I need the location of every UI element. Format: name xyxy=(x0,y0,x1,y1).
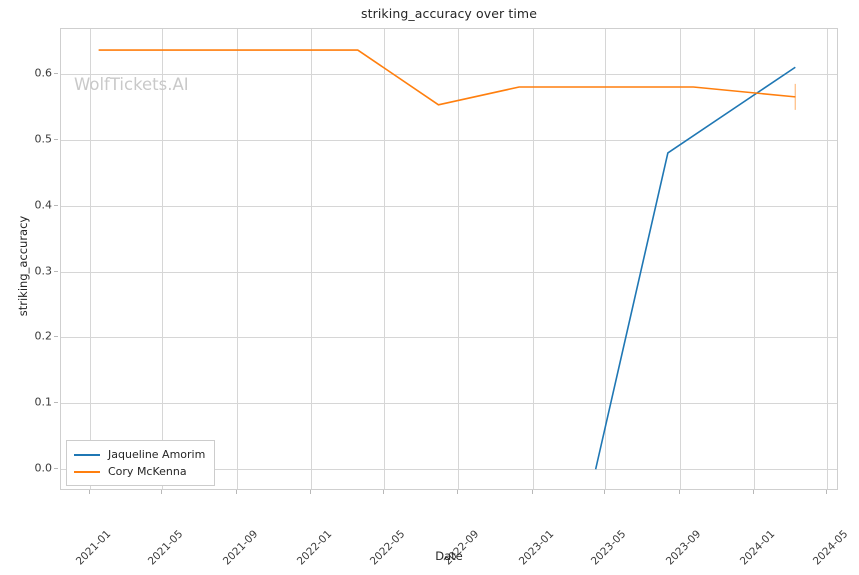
y-tick-label: 0.5 xyxy=(34,132,53,146)
plot-area: WolfTickets.AI xyxy=(60,28,838,490)
x-tick-mark xyxy=(679,490,680,494)
y-tick-mark xyxy=(54,468,58,470)
legend-item[interactable]: Cory McKenna xyxy=(74,463,205,480)
series-line xyxy=(594,66,796,470)
gridline-vertical xyxy=(532,29,534,489)
gridline-horizontal xyxy=(61,73,837,75)
gridline-vertical xyxy=(236,29,238,489)
gridline-vertical xyxy=(680,29,681,489)
y-tick-label: 0.0 xyxy=(34,461,53,475)
gridline-vertical xyxy=(754,29,756,489)
y-tick-label: 0.6 xyxy=(34,66,53,80)
x-tick-mark xyxy=(235,490,237,494)
y-tick-mark xyxy=(54,204,58,206)
x-tick-mark xyxy=(753,490,755,494)
x-axis-ticks: 2021-01 2021-05 2021-09 2022-01 2022-05 2022-… xyxy=(0,497,859,568)
y-tick-label: 0.1 xyxy=(34,395,53,409)
y-tick-mark xyxy=(54,336,58,338)
gridline-horizontal xyxy=(61,139,837,141)
x-tick-mark xyxy=(457,490,459,494)
page-title: striking_accuracy over time xyxy=(360,6,537,21)
y-tick-label: 0.4 xyxy=(34,198,53,212)
gridline-horizontal xyxy=(61,469,837,471)
y-tick-label: 0.3 xyxy=(34,264,53,278)
gridline-horizontal xyxy=(61,205,837,207)
y-tick-mark xyxy=(54,72,58,74)
x-tick-mark xyxy=(531,490,533,494)
x-axis-label: Date xyxy=(435,549,463,563)
legend-label: Jaqueline Amorim xyxy=(108,448,206,461)
gridline-vertical xyxy=(162,29,164,489)
gridline-vertical xyxy=(311,29,313,489)
series-line xyxy=(98,49,796,106)
gridline-horizontal xyxy=(61,337,837,339)
gridline-horizontal xyxy=(61,403,837,405)
gridline-vertical xyxy=(458,29,460,489)
y-axis-ticks: 0.0 0.1 0.2 0.3 0.4 0.5 0.6 xyxy=(0,28,53,490)
gridline-vertical xyxy=(383,29,385,489)
legend-color-swatch xyxy=(74,470,100,473)
x-tick-mark xyxy=(88,490,90,494)
y-tick-label: 0.2 xyxy=(34,329,53,343)
series-lines xyxy=(98,49,797,470)
gridline-vertical xyxy=(827,29,829,489)
x-tick-mark xyxy=(604,490,606,494)
y-tick-mark xyxy=(54,270,58,272)
legend-label: Cory McKenna xyxy=(108,465,187,478)
y-axis-label: striking_accuracy xyxy=(16,215,30,317)
gridline-vertical xyxy=(605,29,607,489)
legend-color-swatch xyxy=(74,453,100,456)
x-tick-mark xyxy=(382,490,384,494)
x-tick-mark xyxy=(826,490,828,494)
x-tick-mark xyxy=(161,490,163,494)
gridline-vertical xyxy=(89,29,91,489)
gridline-horizontal xyxy=(61,271,837,273)
x-tick-mark xyxy=(310,490,312,494)
y-tick-mark xyxy=(54,138,58,140)
y-tick-mark xyxy=(54,402,58,404)
legend[interactable]: Jaqueline Amorim Cory McKenna xyxy=(66,440,216,486)
legend-item[interactable]: Jaqueline Amorim xyxy=(74,446,205,463)
